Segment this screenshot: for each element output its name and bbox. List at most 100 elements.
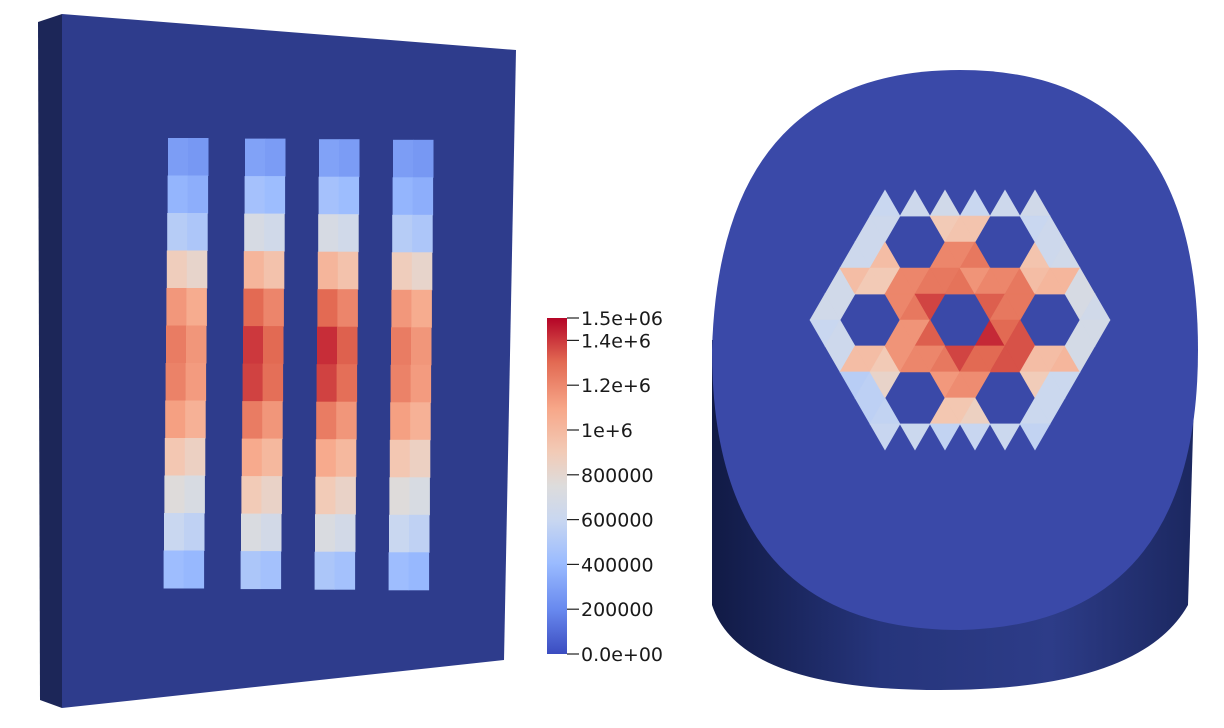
strip-cell	[163, 550, 185, 589]
mesh-triangle	[1019, 423, 1051, 451]
mesh-triangle	[989, 189, 1021, 217]
strip-cell	[390, 402, 411, 441]
strip-cell	[317, 326, 338, 365]
strip-cell	[183, 550, 205, 589]
strip-cell	[336, 401, 357, 440]
strip-cell	[243, 326, 264, 365]
strip-cell	[389, 477, 410, 516]
strip-cell	[392, 177, 414, 216]
strip-cell	[392, 214, 413, 253]
colorbar-label: 400000	[581, 554, 654, 576]
strip-cell	[245, 138, 266, 177]
mesh-triangle	[1049, 371, 1081, 399]
strip-cell	[241, 476, 262, 515]
strip-cell	[315, 476, 336, 515]
strip-cell	[260, 551, 282, 590]
strip-cell	[186, 325, 207, 364]
colorbar: 1.5e+061.4e+6 1.2e+6 1e+6 800000 600000 40000…	[547, 308, 663, 666]
strip-cell	[184, 513, 205, 551]
strip-cell	[335, 439, 357, 478]
strip-cell	[316, 401, 337, 440]
colorbar-label: 1e+6	[581, 420, 633, 442]
strip-cell	[335, 476, 356, 515]
strip-cell	[261, 476, 282, 515]
right-cylinder-view	[712, 70, 1198, 690]
colorbar-ticks: 1.5e+061.4e+6 1.2e+6 1e+6 800000 600000 40000…	[567, 308, 663, 666]
mesh-triangle	[989, 423, 1021, 451]
strip-cell	[184, 475, 205, 514]
strip-cell	[261, 438, 283, 477]
strip-cell	[334, 551, 356, 590]
strip-cell	[165, 363, 187, 401]
strip-cell	[187, 175, 209, 214]
strip-cell	[317, 289, 338, 328]
strip-cell	[165, 400, 186, 439]
strip-cell	[263, 251, 285, 290]
strip-cell	[337, 326, 358, 365]
strip-cell	[185, 363, 207, 401]
strip-cell	[167, 213, 188, 251]
strip-cell	[316, 364, 338, 403]
strip-cell	[409, 439, 431, 478]
strip-cell	[164, 438, 186, 476]
strip-cell	[242, 363, 264, 402]
strip-cell	[389, 439, 411, 478]
strip-cell	[244, 176, 266, 215]
strip-cell	[393, 139, 414, 178]
strip-cell	[166, 250, 188, 289]
colorbar-gradient	[547, 318, 567, 654]
strip-cell	[164, 475, 185, 514]
strip-cell	[336, 364, 358, 403]
strip-cell	[185, 400, 206, 439]
strip-cell	[244, 213, 265, 252]
strip-cell	[241, 513, 262, 552]
strip-cell	[164, 513, 185, 551]
strip-cell	[408, 552, 430, 591]
strip-cell	[262, 401, 283, 440]
strip-cell	[318, 214, 339, 253]
mesh-triangle	[1004, 293, 1036, 321]
strip-cell	[242, 401, 263, 440]
strip-cell	[391, 289, 412, 328]
colorbar-label: 1.5e+06	[581, 308, 663, 330]
strip-cell	[412, 177, 434, 216]
strip-cell	[337, 251, 359, 290]
mesh-triangle	[869, 215, 901, 243]
strip-cell	[166, 288, 187, 326]
mesh-triangle	[869, 371, 901, 399]
strip-cell	[390, 364, 412, 403]
strip-cell	[314, 551, 336, 590]
strip-cell	[337, 289, 358, 328]
mesh-triangle	[899, 189, 931, 217]
strip-cell	[265, 138, 286, 177]
strip-cell	[339, 139, 360, 178]
strip-cell	[263, 326, 284, 365]
strip-cell	[263, 288, 284, 327]
strip-cell	[261, 513, 282, 552]
strip-cell	[411, 289, 432, 328]
mesh-triangle	[899, 423, 931, 451]
mesh-triangle	[959, 371, 991, 399]
colorbar-label: 800000	[581, 465, 654, 487]
pin-strips	[163, 138, 434, 591]
mesh-triangle	[1079, 319, 1111, 347]
colorbar-label: 1.2e+6	[581, 375, 651, 397]
mesh-triangle	[959, 215, 991, 243]
strip-cell	[243, 251, 265, 290]
mesh-triangle	[824, 293, 856, 321]
mesh-triangle	[869, 423, 901, 451]
strip-cell	[264, 213, 285, 252]
strip-cell	[187, 213, 208, 251]
mesh-triangle	[1034, 397, 1066, 425]
strip-cell	[391, 327, 412, 366]
strip-cell	[317, 251, 339, 290]
strip-cell	[338, 214, 359, 253]
strip-cell	[264, 176, 286, 215]
strip-cell	[243, 288, 264, 327]
strip-cell	[412, 214, 433, 253]
mesh-triangle	[1064, 345, 1096, 373]
strip-cell	[335, 514, 356, 553]
strip-cell	[411, 252, 433, 291]
strip-cell	[389, 514, 410, 553]
strip-cell	[315, 514, 336, 553]
